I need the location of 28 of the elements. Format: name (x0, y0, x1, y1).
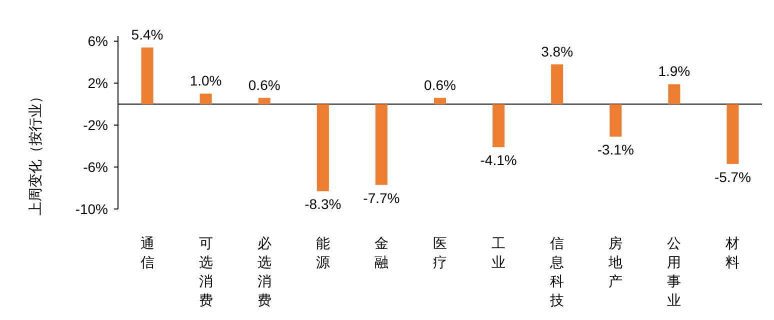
data-label: -7.7% (363, 190, 400, 206)
x-tick-label: 医疗 (433, 235, 447, 270)
x-tick-label: 能源 (316, 235, 330, 270)
x-tick-label: 金融 (374, 235, 388, 270)
x-tick-label: 必选消费 (257, 235, 272, 308)
x-tick-label: 房地产 (608, 235, 623, 289)
data-label: 1.9% (658, 63, 690, 80)
data-label: 5.4% (131, 26, 164, 43)
y-tick-label: -10% (75, 201, 108, 217)
x-tick-label: 工业 (492, 235, 506, 270)
x-tick-label: 材料 (724, 235, 740, 270)
y-tick-label: -2% (83, 117, 108, 134)
data-label: 0.6% (248, 76, 280, 93)
y-tick-label: 2% (88, 75, 108, 92)
data-label: -8.3% (304, 196, 342, 212)
y-tick-label: 6% (88, 33, 108, 50)
y-tick-label: -6% (83, 159, 108, 176)
data-label: -5.7% (714, 168, 752, 185)
x-tick-label: 可选消费 (198, 235, 213, 308)
x-tick-label: 通信 (140, 235, 154, 270)
y-axis-title: 上周变化（按行业） (27, 90, 43, 216)
data-label: -3.1% (597, 142, 634, 158)
data-label: -4.1% (480, 152, 517, 168)
x-tick-label: 公用事业 (667, 235, 682, 308)
x-tick-label: 信息科技 (549, 235, 564, 308)
data-label: 1.0% (190, 72, 222, 89)
data-label: 0.6% (424, 76, 456, 93)
data-label: 3.8% (541, 43, 574, 60)
